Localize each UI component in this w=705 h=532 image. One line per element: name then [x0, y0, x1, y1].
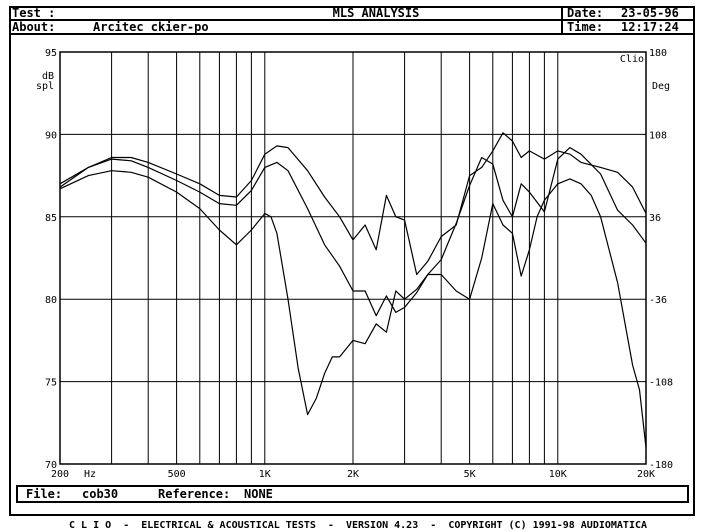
- y-tick-label: 85: [45, 213, 57, 224]
- time-label: Time:: [567, 20, 604, 34]
- reference-value: NONE: [244, 487, 273, 501]
- y-axis-label: spl: [36, 81, 54, 92]
- y2-tick-label: 36: [649, 213, 661, 224]
- date-time-divider: [563, 19, 695, 21]
- date-label: Date:: [567, 6, 604, 20]
- series-line-3: [59, 170, 647, 448]
- footer: C L I O - ELECTRICAL & ACOUSTICAL TESTS …: [9, 508, 695, 531]
- date-value: 23-05-96: [621, 6, 679, 20]
- window-frame: [9, 6, 695, 516]
- about-value: Arcitec ckier-po: [93, 20, 209, 34]
- y-tick-label: 75: [45, 378, 57, 389]
- file-label: File:: [26, 487, 63, 501]
- header-divider: [9, 6, 695, 35]
- y-tick-label: 80: [45, 295, 57, 306]
- y2-tick-label: 108: [649, 130, 667, 141]
- y-tick-label: 90: [45, 130, 57, 141]
- series-group: [59, 132, 647, 448]
- y2-axis-label: Deg: [652, 81, 670, 92]
- y2-tick-label: -36: [649, 295, 667, 306]
- y-axis-label: dB: [42, 71, 54, 82]
- plot-border: [59, 51, 647, 465]
- x-tick-label: 1K: [259, 469, 271, 480]
- y-tick-label: 70: [45, 460, 57, 471]
- footer-brand: C L I O: [69, 520, 112, 531]
- header: Test : MLS ANALYSIS About: Arcitec ckier…: [9, 6, 695, 35]
- file-bar: File: cob30 Reference: NONE: [16, 485, 689, 503]
- x-tick-label: 2K: [347, 469, 359, 480]
- y2-tick-label: 180: [649, 48, 667, 59]
- x-unit-label: Hz: [84, 469, 96, 480]
- reference-label: Reference:: [158, 487, 231, 501]
- y2-tick-label: -180: [649, 460, 673, 471]
- series-line-1: [59, 132, 647, 276]
- chart-title: MLS ANALYSIS: [332, 6, 420, 20]
- file-value: cob30: [82, 487, 119, 501]
- x-tick-label: 20K: [637, 469, 655, 480]
- footer-text: - ELECTRICAL & ACOUSTICAL TESTS - VERSIO…: [123, 520, 648, 531]
- about-label: About:: [12, 20, 56, 34]
- y-tick-label: 95: [45, 48, 57, 59]
- grid: [60, 51, 646, 465]
- x-tick-label: 10K: [549, 469, 567, 480]
- y2-tick-label: -108: [649, 378, 673, 389]
- x-tick-label: 500: [168, 469, 186, 480]
- x-tick-label: 5K: [464, 469, 476, 480]
- axes: 95 90 85 80 75 70 180 108 36 -36 -108 -180 200 500 1K 2…: [36, 48, 673, 480]
- clio-label: Clio: [620, 54, 644, 65]
- test-label: Test :: [12, 6, 56, 20]
- x-tick-label: 200: [51, 469, 69, 480]
- time-value: 12:17:24: [621, 20, 679, 34]
